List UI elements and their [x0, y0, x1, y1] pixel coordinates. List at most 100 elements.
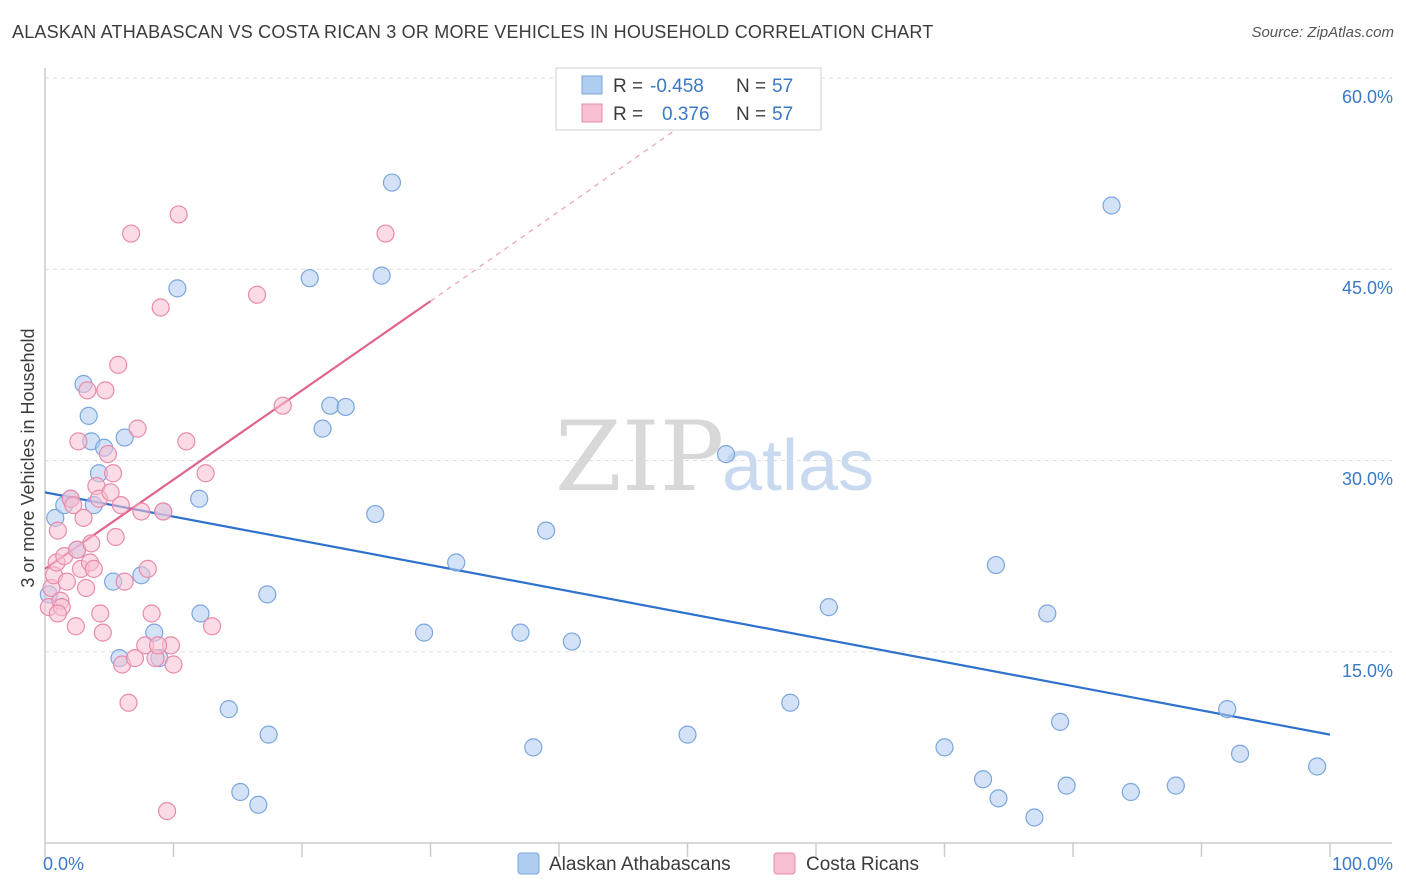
bottom-legend-swatch-athabascan — [517, 852, 540, 875]
point-costarican — [82, 534, 101, 553]
point-costarican — [64, 496, 83, 515]
chart-title: ALASKAN ATHABASCAN VS COSTA RICAN 3 OR M… — [12, 22, 934, 42]
point-costarican — [106, 527, 125, 547]
point-costarican — [142, 604, 161, 623]
point-athabascan — [321, 396, 340, 415]
legend-swatch-costarican — [581, 103, 603, 123]
legend-n-value-costarican: 57 — [772, 104, 793, 125]
point-costarican — [157, 802, 177, 821]
trend-line-athabascan — [44, 491, 1331, 736]
point-athabascan — [191, 604, 210, 623]
axes — [44, 68, 1392, 857]
point-athabascan — [414, 623, 434, 642]
point-athabascan — [716, 445, 736, 464]
point-costarican — [119, 693, 138, 712]
point-athabascan — [562, 632, 581, 651]
point-athabascan — [986, 555, 1006, 575]
legend-swatch-athabascan — [581, 75, 603, 95]
point-costarican — [109, 355, 128, 374]
legend-n-label-costarican: N = — [736, 104, 766, 125]
point-costarican — [57, 572, 76, 591]
watermark-atlas: atlas — [722, 426, 874, 506]
y-tick-label-30: 30.0% — [1342, 469, 1393, 489]
point-costarican — [96, 381, 115, 400]
point-costarican — [151, 298, 170, 317]
point-costarican — [177, 432, 196, 451]
point-athabascan — [1121, 782, 1140, 802]
point-athabascan — [300, 269, 319, 288]
legend-n-value-athabascan: 57 — [772, 76, 793, 97]
legend-r-label-athabascan: R = — [613, 76, 643, 97]
point-costarican — [77, 578, 96, 598]
point-athabascan — [231, 782, 250, 802]
point-costarican — [376, 224, 395, 243]
point-athabascan — [1057, 776, 1076, 795]
point-costarican — [169, 205, 188, 224]
point-athabascan — [79, 406, 98, 425]
point-costarican — [154, 502, 173, 521]
watermark-zip: ZIP — [555, 401, 724, 513]
point-costarican — [104, 464, 123, 483]
data-points — [39, 173, 1327, 827]
point-costarican — [101, 483, 120, 502]
y-tick-label-15: 15.0% — [1342, 661, 1393, 681]
point-costarican — [91, 604, 110, 623]
bottom-legend-label-athabascan: Alaskan Athabascans — [549, 854, 731, 875]
point-costarican — [202, 617, 222, 636]
point-costarican — [247, 285, 267, 304]
point-costarican — [273, 396, 292, 415]
point-athabascan — [678, 725, 697, 744]
point-athabascan — [219, 700, 238, 719]
point-costarican — [84, 559, 103, 578]
point-athabascan — [259, 725, 278, 744]
watermark: ZIP atlas — [555, 401, 874, 513]
point-athabascan — [366, 504, 385, 524]
point-costarican — [128, 419, 147, 438]
point-costarican — [196, 464, 215, 483]
point-costarican — [121, 224, 141, 243]
y-tick-label-45: 45.0% — [1342, 278, 1393, 298]
point-costarican — [132, 502, 151, 521]
bottom-legend-swatch-costarican — [773, 852, 796, 875]
point-athabascan — [1230, 744, 1250, 763]
point-athabascan — [781, 693, 800, 712]
legend-n-label-athabascan: N = — [736, 76, 766, 97]
series-legend: Alaskan Athabascans Costa Ricans — [517, 852, 919, 875]
correlation-legend: R = -0.458 N = 57 R = 0.376 N = 57 — [555, 67, 822, 131]
point-athabascan — [819, 598, 838, 617]
legend-r-value-athabascan: -0.458 — [650, 76, 704, 97]
point-costarican — [115, 572, 134, 591]
point-costarican — [111, 496, 130, 515]
point-costarican — [138, 559, 157, 578]
trend-line-costarican-extension — [430, 103, 714, 302]
point-athabascan — [190, 489, 209, 508]
trend-lines — [44, 103, 1331, 736]
point-costarican — [78, 381, 97, 400]
x-tick-label-min: 0.0% — [43, 854, 84, 874]
point-athabascan — [524, 738, 543, 757]
point-costarican — [93, 623, 112, 642]
legend-r-label-costarican: R = — [613, 104, 643, 125]
point-athabascan — [1218, 700, 1237, 719]
y-tick-label-60: 60.0% — [1342, 87, 1393, 107]
point-athabascan — [935, 738, 954, 757]
point-athabascan — [258, 585, 277, 604]
point-athabascan — [115, 428, 134, 447]
point-athabascan — [168, 279, 187, 298]
point-athabascan — [313, 419, 332, 438]
point-athabascan — [989, 789, 1008, 808]
point-costarican — [66, 617, 85, 636]
chart-source: Source: ZipAtlas.com — [1251, 24, 1394, 41]
point-athabascan — [382, 173, 402, 192]
point-costarican — [74, 508, 93, 527]
point-costarican — [48, 521, 67, 540]
point-athabascan — [1102, 196, 1121, 215]
trend-line-costarican — [44, 300, 432, 570]
point-athabascan — [1025, 808, 1044, 827]
point-athabascan — [372, 266, 391, 285]
point-athabascan — [249, 795, 268, 814]
x-tick-label-max: 100.0% — [1332, 854, 1393, 874]
point-costarican — [125, 649, 145, 668]
point-athabascan — [537, 521, 556, 540]
point-costarican — [148, 636, 168, 655]
